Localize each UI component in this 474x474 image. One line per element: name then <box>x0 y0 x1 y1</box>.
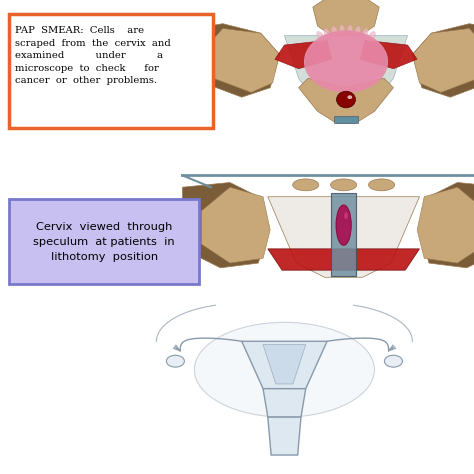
Ellipse shape <box>194 322 374 417</box>
Polygon shape <box>201 187 270 263</box>
FancyBboxPatch shape <box>9 199 199 284</box>
Ellipse shape <box>304 31 387 92</box>
Polygon shape <box>268 417 301 455</box>
Polygon shape <box>284 36 408 102</box>
Ellipse shape <box>347 95 352 99</box>
Polygon shape <box>204 28 280 92</box>
Polygon shape <box>313 0 379 36</box>
Ellipse shape <box>166 356 184 367</box>
Ellipse shape <box>384 356 402 367</box>
Polygon shape <box>412 24 474 97</box>
Ellipse shape <box>330 179 356 191</box>
Polygon shape <box>268 197 419 277</box>
Ellipse shape <box>331 26 338 37</box>
FancyBboxPatch shape <box>9 14 213 128</box>
Polygon shape <box>263 345 306 384</box>
FancyBboxPatch shape <box>331 193 356 276</box>
Ellipse shape <box>292 179 319 191</box>
Ellipse shape <box>336 205 351 246</box>
Ellipse shape <box>368 179 394 191</box>
Text: Cervix  viewed  through
speculum  at patients  in
lithotomy  position: Cervix viewed through speculum at patien… <box>34 222 175 262</box>
Polygon shape <box>412 28 474 92</box>
Polygon shape <box>268 249 419 270</box>
Ellipse shape <box>317 32 325 42</box>
Polygon shape <box>182 182 268 268</box>
Polygon shape <box>185 24 280 97</box>
Ellipse shape <box>367 32 375 42</box>
Polygon shape <box>275 40 332 69</box>
Polygon shape <box>417 187 474 263</box>
Polygon shape <box>242 341 327 389</box>
Ellipse shape <box>339 25 345 37</box>
Ellipse shape <box>361 28 368 39</box>
Polygon shape <box>360 40 417 69</box>
Polygon shape <box>299 78 393 123</box>
Polygon shape <box>263 389 306 417</box>
Ellipse shape <box>347 25 353 37</box>
Ellipse shape <box>324 28 331 39</box>
Polygon shape <box>419 182 474 268</box>
Ellipse shape <box>344 212 348 219</box>
Ellipse shape <box>354 26 361 37</box>
Ellipse shape <box>337 91 356 108</box>
Text: PAP  SMEAR:  Cells    are
scraped  from  the  cervix  and
examined          unde: PAP SMEAR: Cells are scraped from the ce… <box>15 26 171 85</box>
Bar <box>334 116 358 123</box>
